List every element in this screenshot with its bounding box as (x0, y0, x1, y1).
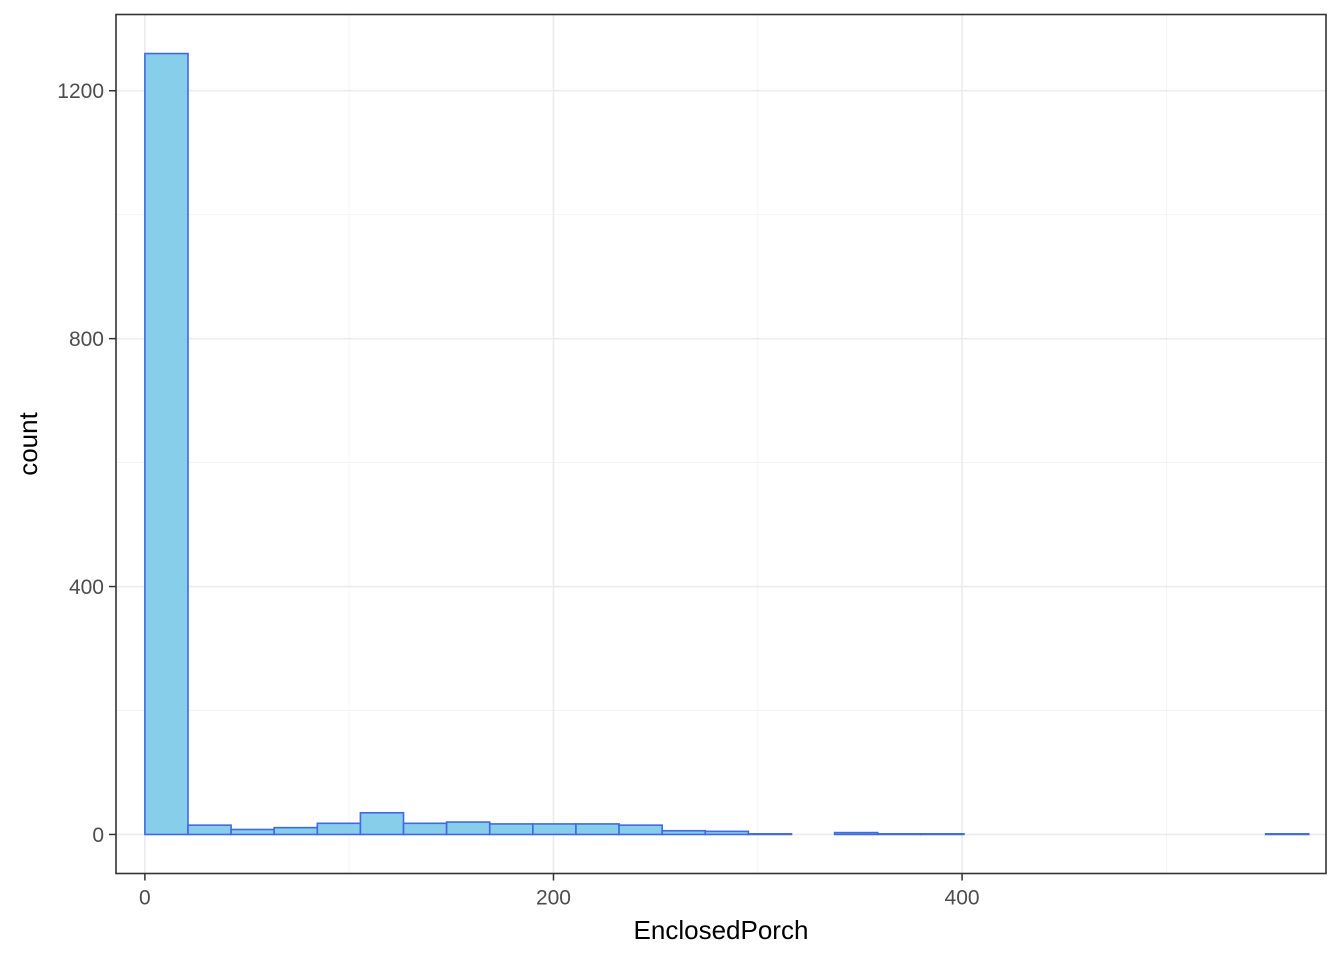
y-tick-label: 400 (69, 576, 104, 599)
histogram-bar (402, 822, 448, 836)
histogram-bars (144, 52, 1310, 836)
histogram-bar (618, 824, 663, 836)
y-tick-label: 800 (69, 328, 104, 351)
x-tick-label: 400 (945, 887, 980, 910)
y-tick-label: 1200 (57, 80, 104, 103)
x-tick-label: 200 (536, 887, 571, 910)
y-axis-tick-labels: 0 400 800 1200 (57, 80, 104, 847)
histogram-bar (316, 822, 362, 836)
panel-border (115, 13, 1327, 875)
y-tick-label: 0 (92, 824, 104, 847)
histogram-bar (833, 831, 879, 836)
histogram-bar (704, 830, 750, 836)
y-axis-title: count (13, 411, 43, 475)
x-axis-tick-labels: 0 200 400 (139, 887, 980, 910)
histogram-bar (575, 823, 620, 836)
x-tick-label: 0 (139, 887, 151, 910)
histogram-bar (661, 829, 707, 836)
histogram-bar (359, 811, 405, 836)
axis-ticks (109, 89, 963, 881)
histogram-bar (532, 823, 577, 836)
grid-lines (116, 14, 1326, 874)
x-axis-title: EnclosedPorch (634, 915, 809, 945)
histogram-bar (876, 833, 922, 836)
histogram-bar (920, 833, 965, 836)
histogram-bar (144, 52, 189, 836)
histogram-bar (747, 833, 793, 836)
histogram-bar (1264, 833, 1310, 836)
histogram-bar (488, 823, 534, 836)
histogram-bar (230, 828, 276, 836)
histogram-bar (187, 824, 232, 836)
histogram-bar (273, 826, 319, 836)
histogram-bar (445, 821, 491, 836)
